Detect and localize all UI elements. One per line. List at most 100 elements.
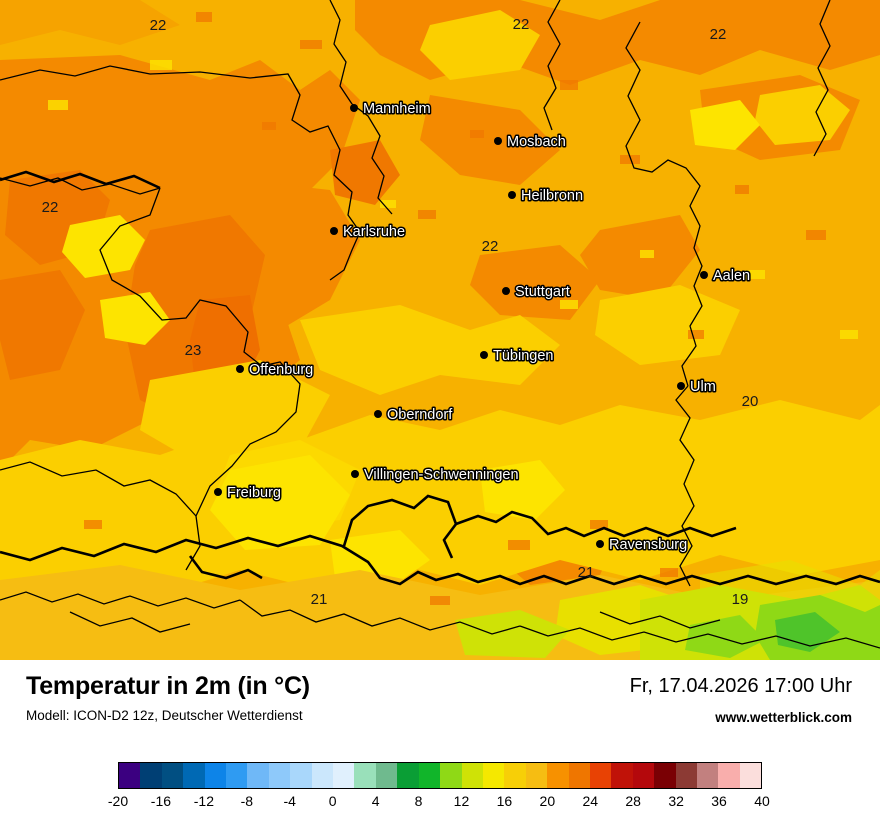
colorbar-swatch — [504, 763, 526, 788]
colorbar-swatch — [440, 763, 462, 788]
colorbar-swatch — [290, 763, 312, 788]
temperature-field — [0, 0, 880, 660]
map-canvas[interactable]: 22 22 22 22 22 23 20 21 19 21 Mannheim Mosbach Heil… — [0, 0, 880, 660]
contour-labels: 22 22 22 22 22 23 20 21 19 21 — [42, 16, 759, 608]
temperature-colorbar[interactable]: -20 -16 -12 -8 -4 0 4 8 12 16 20 24 28 32 36 40 — [108, 762, 770, 815]
colorbar-swatch — [547, 763, 569, 788]
contour-label: 22 — [482, 238, 499, 255]
colorbar-swatch — [675, 763, 697, 788]
contour-label: 19 — [732, 591, 749, 608]
city-label: Mosbach — [507, 134, 566, 150]
colorbar-tick: 4 — [371, 793, 380, 809]
colorbar-tick: -20 — [107, 793, 129, 809]
colorbar-swatch — [333, 763, 355, 788]
colorbar-swatch — [611, 763, 633, 788]
colorbar-tick: 36 — [711, 793, 727, 809]
contour-label: 22 — [710, 26, 727, 43]
colorbar-swatch — [589, 763, 612, 788]
colorbar-swatch — [568, 763, 590, 788]
colorbar-swatch — [119, 763, 141, 788]
city-label: Aalen — [713, 268, 750, 284]
colorbar-swatch — [140, 763, 162, 788]
city-label: Tübingen — [493, 348, 553, 364]
city-marker[interactable]: Freiburg — [214, 483, 283, 502]
colorbar-swatch — [739, 763, 762, 788]
colorbar-tick: -12 — [193, 793, 214, 809]
contour-label: 23 — [185, 342, 202, 359]
colorbar-tick: 12 — [453, 793, 470, 809]
city-marker[interactable]: Ulm — [677, 377, 717, 396]
city-markers[interactable]: Mannheim Mosbach Heilbronn Karlsruhe Stuttga… — [214, 99, 752, 554]
model-subtitle: Modell: ICON-D2 12z, Deutscher Wetterdie… — [26, 708, 303, 723]
colorbar-swatch — [354, 763, 376, 788]
website-credit: www.wetterblick.com — [715, 710, 852, 725]
city-marker[interactable]: Aalen — [700, 266, 752, 285]
city-dot-icon — [374, 410, 382, 418]
city-marker[interactable]: Mosbach — [494, 132, 567, 151]
city-label: Heilbronn — [521, 188, 583, 204]
city-marker[interactable]: Stuttgart — [502, 282, 571, 301]
colorbar-swatch — [247, 763, 269, 788]
city-dot-icon — [350, 104, 358, 112]
colorbar-swatch — [311, 763, 334, 788]
colorbar-swatch — [696, 763, 719, 788]
colorbar-swatch — [461, 763, 483, 788]
colorbar-swatches[interactable] — [118, 762, 762, 789]
colorbar-swatch — [183, 763, 205, 788]
city-label: Villingen-Schwenningen — [364, 467, 519, 483]
city-label: Ulm — [690, 379, 716, 395]
colorbar-tick: -4 — [283, 793, 296, 809]
colorbar-tick: 8 — [414, 793, 423, 809]
colorbar-swatch — [418, 763, 441, 788]
colorbar-tick: 0 — [328, 793, 337, 809]
contour-label: 21 — [311, 591, 328, 608]
city-dot-icon — [700, 271, 708, 279]
city-marker[interactable]: Karlsruhe — [330, 222, 407, 241]
city-marker[interactable]: Villingen-Schwenningen — [351, 465, 520, 484]
city-dot-icon — [330, 227, 338, 235]
city-dot-icon — [480, 351, 488, 359]
city-dot-icon — [677, 382, 685, 390]
colorbar-swatch — [482, 763, 505, 788]
colorbar-swatch — [268, 763, 291, 788]
colorbar-swatch — [718, 763, 740, 788]
city-label: Karlsruhe — [343, 224, 405, 240]
colorbar-swatch — [525, 763, 548, 788]
city-dot-icon — [508, 191, 516, 199]
colorbar-swatch — [632, 763, 655, 788]
city-marker[interactable]: Oberndorf — [374, 405, 455, 424]
city-marker[interactable]: Ravensburg — [596, 535, 689, 554]
colorbar-tick-labels: -20 -16 -12 -8 -4 0 4 8 12 16 20 24 28 32 36 40 — [108, 793, 770, 815]
city-label: Oberndorf — [387, 407, 453, 423]
page-title: Temperatur in 2m (in °C) — [26, 672, 310, 700]
city-label: Ravensburg — [609, 537, 687, 553]
contour-label: 21 — [578, 564, 595, 581]
city-marker[interactable]: Heilbronn — [508, 186, 585, 205]
contour-label: 22 — [513, 16, 530, 33]
city-marker[interactable]: Mannheim — [350, 99, 432, 118]
colorbar-swatch — [204, 763, 227, 788]
colorbar-swatch — [375, 763, 398, 788]
map-footer: Temperatur in 2m (in °C) Modell: ICON-D2… — [0, 660, 880, 830]
contour-label: 20 — [742, 393, 759, 410]
city-marker[interactable]: Tübingen — [480, 346, 555, 365]
city-dot-icon — [351, 470, 359, 478]
city-dot-icon — [236, 365, 244, 373]
city-label: Mannheim — [363, 101, 431, 117]
city-label: Freiburg — [227, 485, 281, 501]
city-marker[interactable]: Offenburg — [236, 360, 315, 379]
colorbar-tick: 20 — [539, 793, 556, 809]
colorbar-tick: 24 — [582, 793, 599, 809]
colorbar-tick: 28 — [625, 793, 641, 809]
city-dot-icon — [502, 287, 510, 295]
valid-datetime: Fr, 17.04.2026 17:00 Uhr — [629, 675, 852, 697]
colorbar-tick: -8 — [240, 793, 254, 809]
colorbar-tick: 16 — [496, 793, 513, 809]
city-label: Offenburg — [249, 362, 313, 378]
temperature-map[interactable]: 22 22 22 22 22 23 20 21 19 21 Mannheim Mosbach Heil… — [0, 0, 880, 660]
map-borders — [0, 0, 880, 649]
city-label: Stuttgart — [515, 284, 570, 300]
colorbar-swatch — [654, 763, 676, 788]
colorbar-swatch — [226, 763, 248, 788]
